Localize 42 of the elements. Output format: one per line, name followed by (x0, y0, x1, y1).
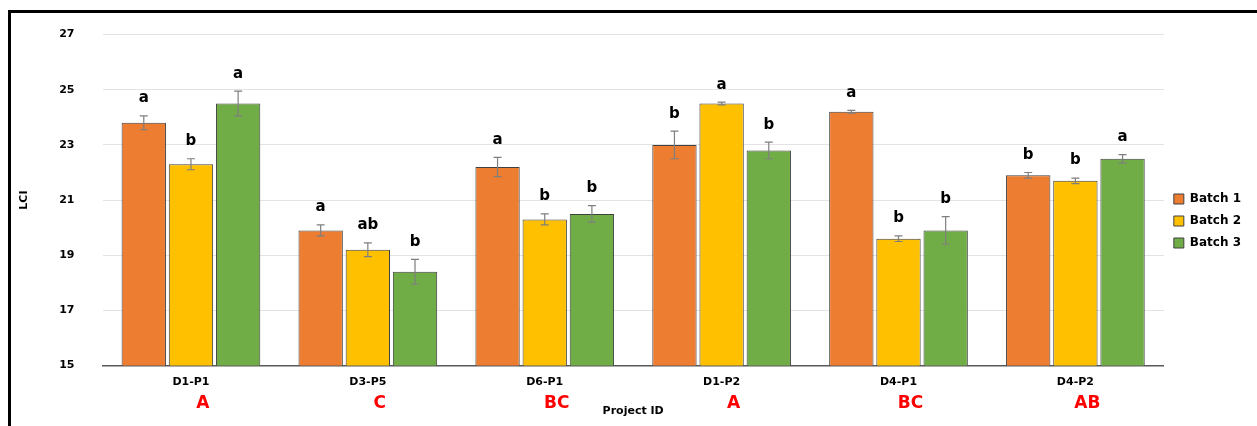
y-tick-label: 23 (59, 137, 75, 151)
text: BC (897, 392, 924, 413)
text: A (196, 392, 211, 413)
y-tick-label: 27 (59, 27, 75, 41)
legend-label: Batch 2 (1189, 213, 1242, 228)
data-label: b (409, 231, 421, 250)
y-tick-label: 25 (59, 82, 75, 96)
y-tick-label: 21 (59, 192, 75, 206)
x-tick-label: D4-P1 (879, 375, 918, 389)
text: AB (1074, 392, 1101, 413)
data-label: a (315, 197, 326, 216)
data-label: a (492, 129, 503, 148)
x-tick-label: D3-P5 (349, 375, 387, 389)
y-tick-label: 17 (59, 303, 75, 317)
data-label: b (1070, 150, 1082, 169)
data-label: ab (357, 215, 379, 234)
text: C (373, 392, 387, 413)
data-label: b (1022, 144, 1034, 163)
text: A (727, 392, 742, 413)
data-label: b (539, 186, 551, 205)
data-label: a (138, 88, 149, 107)
data-label: b (763, 114, 775, 133)
data-label: a (1117, 126, 1128, 145)
x-tick-label: D4-P2 (1056, 375, 1094, 389)
x-axis-title: Project ID (602, 404, 664, 418)
data-label: b (669, 103, 681, 122)
data-label: a (716, 74, 727, 93)
x-tick-label: D1-P1 (172, 375, 210, 389)
text: BC (544, 392, 570, 413)
data-label: b (586, 178, 598, 197)
legend-label: Batch 3 (1189, 235, 1242, 250)
data-label: b (940, 189, 952, 208)
y-axis-title: LCI (17, 190, 31, 210)
data-label: a (846, 82, 857, 101)
legend-label: Batch 1 (1189, 191, 1242, 206)
y-tick-label: 15 (59, 358, 75, 372)
data-label: a (233, 63, 244, 82)
x-tick-label: D6-P1 (526, 375, 564, 389)
x-tick-label: D1-P2 (703, 375, 741, 389)
data-label: b (185, 131, 197, 150)
y-tick-label: 19 (59, 248, 75, 262)
data-label: b (893, 208, 905, 227)
